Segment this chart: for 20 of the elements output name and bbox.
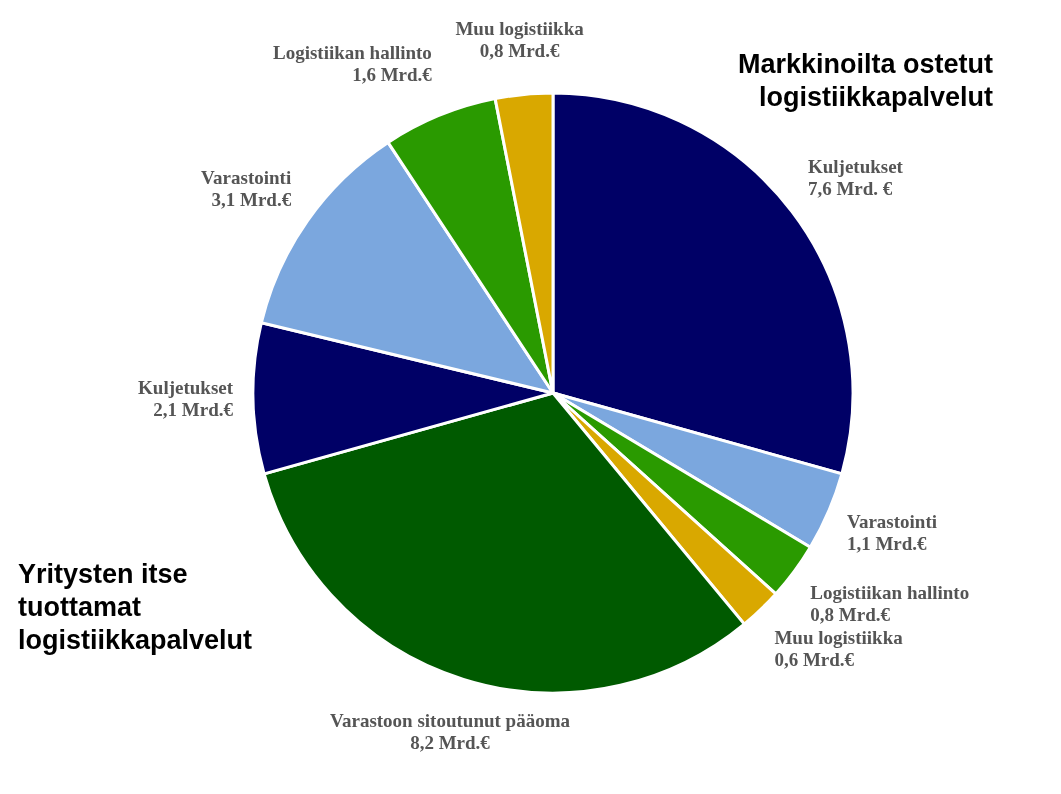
data-label: 3,1 Mrd.€ (211, 188, 292, 210)
slice-label: Kuljetukset (807, 156, 904, 178)
slice-label: Logistiikan hallinto (272, 42, 432, 64)
slice-label: Varastointi (201, 166, 292, 188)
data-label: 8,2 Mrd.€ (410, 731, 491, 753)
slice-label: Varastoon sitoutunut pääoma (329, 709, 571, 731)
slice-label: Muu logistiikka (455, 17, 585, 39)
slice-label: Kuljetukset (138, 377, 234, 399)
data-label: 0,8 Mrd.€ (479, 39, 560, 61)
data-label: 2,1 Mrd.€ (153, 399, 234, 421)
slice-label: Muu logistiikka (774, 627, 904, 649)
data-label: 0,8 Mrd.€ (810, 604, 891, 626)
text: Markkinoilta ostetut logistiikkapalvelut (737, 49, 994, 112)
slice-label: Varastointi (846, 511, 938, 533)
slice-label: Logistiikan hallinto (810, 582, 970, 604)
data-label: 1,6 Mrd.€ (352, 64, 433, 86)
text: Yritysten itse tuottamat logistiikkapalvelut (18, 559, 253, 655)
data-label: 7,6 Mrd. € (807, 178, 893, 200)
data-label: 1,1 Mrd.€ (846, 533, 928, 555)
data-label: 0,6 Mrd.€ (774, 649, 855, 671)
